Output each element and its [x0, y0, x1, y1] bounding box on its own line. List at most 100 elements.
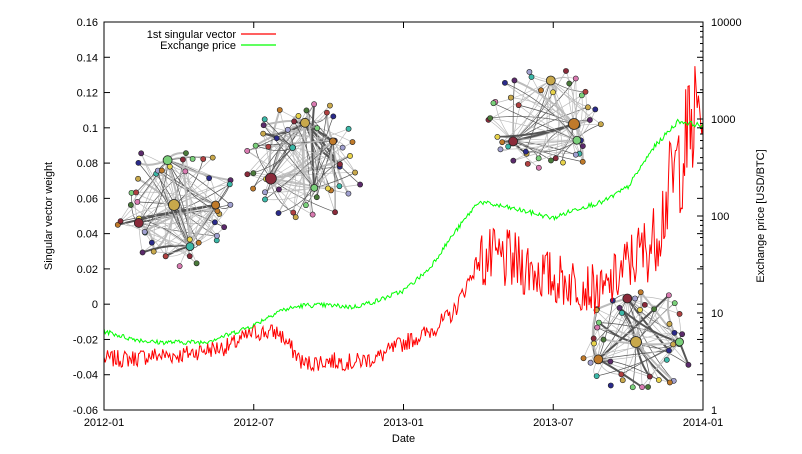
network-node: [200, 156, 207, 162]
network-node: [262, 189, 268, 196]
network-edge: [292, 147, 329, 189]
network-node: [158, 167, 165, 174]
network-node: [535, 155, 542, 162]
network-hub-node: [162, 155, 173, 166]
network-edge: [311, 104, 316, 188]
network-node: [214, 232, 220, 239]
left-y-axis-label: Singular vector weight: [43, 162, 55, 270]
network-node: [595, 319, 602, 326]
network-node: [325, 185, 331, 192]
network-node: [262, 196, 268, 203]
left-tick-label: 0: [92, 299, 98, 311]
x-axis-label: Date: [392, 433, 415, 445]
network-edge: [189, 178, 210, 247]
network-node: [645, 384, 651, 390]
network-node: [580, 355, 587, 362]
network-node: [590, 335, 597, 342]
network-node: [505, 143, 512, 150]
network-node: [135, 159, 142, 166]
network-edge: [141, 152, 216, 206]
network-node: [641, 301, 648, 308]
network-node: [515, 102, 522, 109]
legend-label-exchange-price: Exchange price: [160, 40, 236, 52]
network-graph: [244, 101, 364, 221]
network-node: [655, 377, 662, 383]
legend-label-1st-singular-vector: 1st singular vector: [147, 29, 237, 41]
network-edge: [263, 124, 315, 189]
network-node: [183, 150, 189, 157]
network-edge: [504, 82, 578, 141]
network-node: [591, 340, 597, 347]
network-node: [265, 143, 272, 150]
network-edge: [618, 307, 680, 343]
network-edge: [144, 204, 216, 233]
x-tick-label: 2014-01: [683, 417, 723, 429]
network-node: [349, 139, 356, 145]
network-edge: [140, 153, 191, 247]
left-tick-label: 0.1: [83, 123, 98, 135]
network-node: [618, 371, 625, 378]
network-node: [538, 87, 544, 94]
network-edge: [627, 298, 680, 345]
network-edge: [490, 117, 578, 141]
network-node: [206, 175, 213, 182]
network-node: [276, 107, 283, 113]
network-node: [616, 304, 623, 311]
network-edge: [622, 298, 630, 381]
network-node: [284, 126, 291, 133]
network-node: [141, 229, 148, 235]
right-y-axis-label: Exchange price [USD/BTC]: [755, 149, 767, 282]
network-node: [162, 253, 169, 260]
network-node: [666, 379, 673, 386]
network-node: [332, 209, 338, 216]
network-node: [337, 161, 343, 168]
network-edge: [313, 128, 349, 189]
network-node: [528, 74, 535, 80]
network-node: [666, 347, 672, 354]
network-edge: [510, 97, 575, 125]
network-node: [186, 236, 193, 243]
network-edge: [518, 104, 578, 141]
network-node: [494, 134, 501, 140]
network-node: [186, 253, 193, 260]
network-node: [323, 109, 330, 116]
network-edge: [531, 76, 578, 141]
network-node: [291, 118, 298, 125]
network-node: [195, 239, 202, 246]
network-node: [666, 321, 673, 327]
network-node: [637, 307, 643, 313]
network-edge: [262, 133, 315, 189]
network-node: [552, 155, 559, 162]
network-node: [629, 384, 636, 391]
left-tick-label: 0.08: [77, 158, 98, 170]
network-edge: [490, 116, 575, 125]
network-node: [345, 125, 352, 132]
network-graph: [485, 68, 604, 171]
right-tick-label: 1000: [711, 114, 735, 126]
network-edge: [120, 204, 216, 222]
network-node: [295, 113, 302, 119]
network-node: [252, 142, 259, 149]
network-node: [679, 331, 686, 338]
network-node: [560, 159, 566, 166]
right-tick-label: 10: [711, 308, 723, 320]
network-hub-node: [568, 118, 580, 130]
network-node: [607, 358, 614, 365]
network-node: [676, 311, 683, 317]
network-node: [221, 224, 228, 231]
network-node: [497, 146, 504, 153]
network-node: [585, 104, 591, 111]
left-tick-label: 0.16: [77, 17, 98, 29]
network-node: [510, 157, 517, 164]
network-hub-node: [300, 117, 310, 128]
axis-ticks: -0.06 -0.04 -0.02 0 0.02 0.04 0.06 0.08 0.1 0.12 0…: [73, 17, 742, 429]
network-edge: [488, 80, 552, 121]
left-tick-label: 0.12: [77, 88, 98, 100]
series-layer: [103, 66, 704, 373]
network-edge: [513, 139, 578, 161]
network-node: [526, 69, 533, 75]
network-edge: [598, 359, 660, 381]
network-node: [586, 117, 593, 123]
network-edge: [264, 141, 334, 200]
